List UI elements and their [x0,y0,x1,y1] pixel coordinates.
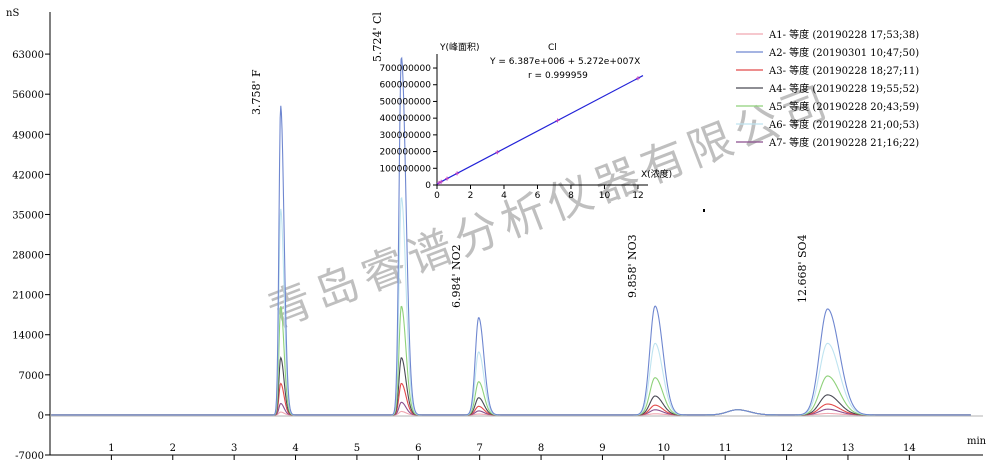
x-ticks-group: 1 2 3 4 5 6 7 8 9 10 11 12 13 14 [108,443,916,460]
peak-label-no3: 9.858' NO3 [626,234,639,298]
x-tick-label: 14 [903,443,916,454]
calibration-inset: Y(峰面积) Cl Y = 6.387e+006 + 5.272e+007X r… [379,41,672,201]
peak-label-no2: 6.984' NO2 [450,244,463,308]
inset-x-ticks: 0 2 4 6 8 10 12 [434,185,644,201]
legend-label: A1- 等度 (20190228 17;53;38) [768,28,919,41]
trace-line-5 [51,305,971,416]
inset-point [437,180,442,185]
inset-y-tick-label: 0 [425,181,431,191]
x-tick-label: 7 [476,443,482,454]
inset-y-tick-label: 600000000 [379,81,431,91]
trace-line-7 [51,401,971,416]
x-tick-label: 12 [780,443,793,454]
inset-point [445,176,450,181]
x-tick-label: 4 [292,443,298,454]
inset-point [555,118,560,123]
inset-y-tick-label: 200000000 [379,148,431,158]
y-tick-label: 7000 [19,371,44,382]
legend: A1- 等度 (20190228 17;53;38) A2- 等度 (201903… [736,28,919,149]
inset-y-tick-label: 500000000 [379,97,431,107]
trace-line-2 [51,56,971,416]
inset-point [495,150,500,155]
y-unit-label: nS [6,8,19,19]
peak-label-so4: 12.668' SO4 [796,234,809,303]
trace-line-1 [51,409,971,416]
legend-label: A3- 等度 (20190228 18;27;11) [768,64,919,77]
inset-x-tick-label: 12 [632,191,643,201]
x-tick-label: 6 [415,443,421,454]
y-tick-label: -7000 [15,451,44,462]
y-tick-label: 56000 [12,90,44,101]
x-tick-label: 1 [108,443,114,454]
legend-label: A2- 等度 (20190301 10;47;50) [768,46,919,59]
y-tick-label: 49000 [12,130,44,141]
y-ticks-group: -7000 0 7000 14000 21000 28000 35000 42000 49000… [12,50,50,462]
x-tick-label: 3 [231,443,237,454]
inset-points [437,76,640,185]
peak-label-cl: 5.724' Cl [371,12,384,62]
x-tick-label: 5 [354,443,360,454]
y-tick-label: 14000 [12,331,44,342]
inset-x-tick-label: 0 [434,191,440,201]
inset-equation: Y = 6.387e+006 + 5.272e+007X [489,57,640,67]
inset-y-tick-label: 700000000 [379,64,431,74]
inset-ylabel: Y(峰面积) [439,41,480,53]
inset-point [635,76,640,81]
y-tick-label: 28000 [12,251,44,262]
y-tick-label: 63000 [12,50,44,61]
peak-label-f: 3.758' F [250,69,263,115]
x-tick-label: 8 [538,443,544,454]
y-tick-label: 35000 [12,210,44,221]
inset-y-tick-label: 300000000 [379,131,431,141]
x-tick-label: 9 [599,443,605,454]
y-tick-label: 0 [38,411,44,422]
trace-line-4 [51,356,971,416]
inset-x-tick-label: 6 [535,191,541,201]
legend-label: A5- 等度 (20190228 20;43;59) [768,100,919,113]
inset-x-tick-label: 8 [568,191,574,201]
inset-point [455,171,460,176]
inset-y-ticks: 0 100000000 200000000 300000000 400000000 500… [379,64,437,191]
x-tick-label: 11 [719,443,732,454]
inset-xlabel: X(浓度) [641,168,672,180]
traces-group [51,56,971,416]
inset-y-tick-label: 100000000 [379,164,431,174]
inset-title: Cl [548,43,557,53]
inset-x-tick-label: 2 [468,191,474,201]
inset-fit-line [436,75,644,185]
legend-label: A7- 等度 (20190228 21;16;22) [768,136,919,149]
inset-y-tick-label: 400000000 [379,114,431,124]
inset-x-tick-label: 10 [599,191,611,201]
x-tick-label: 2 [170,443,176,454]
x-tick-label: 13 [842,443,855,454]
x-unit-label: min [967,436,987,447]
y-tick-label: 21000 [12,291,44,302]
inset-x-tick-label: 4 [501,191,507,201]
legend-label: A6- 等度 (20190228 21;00;53) [768,118,919,131]
inset-point [439,179,444,184]
watermark-text: 青岛睿谱分析仪器有限公司 [261,76,839,339]
legend-label: A4- 等度 (20190228 19;55;52) [768,82,919,95]
y-tick-label: 42000 [12,170,44,181]
inset-r-value: r = 0.999959 [528,71,588,81]
x-tick-label: 10 [657,443,670,454]
cursor-marker [703,209,705,212]
